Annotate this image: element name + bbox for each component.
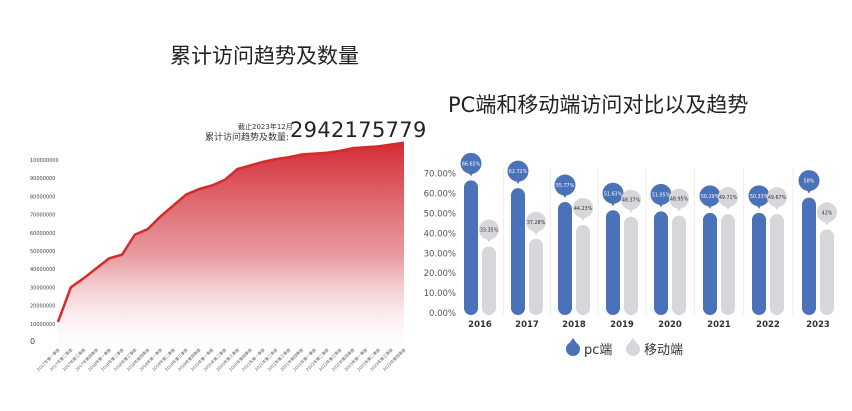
y-tick-label: 90000000 bbox=[30, 176, 55, 182]
y-tick-label: 30000000 bbox=[30, 285, 55, 291]
label-bubble bbox=[554, 174, 576, 196]
label-bubble bbox=[573, 197, 593, 218]
legend-label: pc端 bbox=[584, 343, 612, 358]
bar-mobile bbox=[576, 224, 590, 315]
bar-pc bbox=[606, 210, 620, 315]
y-tick-label: 50000000 bbox=[30, 249, 55, 255]
data-label: 51.05% bbox=[652, 192, 671, 198]
data-label: 37.28% bbox=[527, 220, 546, 226]
data-label: 50.29% bbox=[701, 194, 720, 200]
y-tick-label: 20.00% bbox=[424, 269, 456, 279]
x-tick-label: 2017 bbox=[515, 320, 539, 330]
cumulative-chart-title: 累计访问趋势及数量 bbox=[170, 44, 359, 68]
bar-pc bbox=[464, 180, 478, 315]
label-bubble bbox=[718, 187, 738, 208]
data-label: 48.95% bbox=[670, 197, 689, 203]
data-label: 62.72% bbox=[509, 169, 528, 175]
total-value: 2942175779 bbox=[290, 118, 427, 142]
data-label: 48.37% bbox=[622, 198, 641, 204]
bar-mobile bbox=[672, 215, 686, 315]
data-label: 51.63% bbox=[604, 191, 623, 197]
bar-mobile bbox=[770, 214, 784, 315]
bar-pc bbox=[511, 188, 525, 315]
data-label: 50.33% bbox=[750, 194, 769, 200]
label-bubble bbox=[669, 188, 689, 209]
as-of-date: 截止2023年12月 bbox=[238, 123, 293, 131]
data-label: 49.71% bbox=[719, 195, 738, 201]
legend-label: 移动端 bbox=[644, 343, 683, 358]
y-tick-label: 60000000 bbox=[30, 231, 55, 237]
label-bubble bbox=[817, 202, 837, 223]
y-tick-label: 40000000 bbox=[30, 267, 55, 273]
label-bubble bbox=[767, 187, 787, 208]
y-tick-label: 0 bbox=[30, 337, 35, 346]
x-tick-label: 2020 bbox=[658, 320, 682, 330]
x-tick-label: 2019 bbox=[610, 320, 634, 330]
legend-marker bbox=[566, 342, 580, 356]
bar-pc bbox=[654, 211, 668, 315]
bar-pc bbox=[558, 202, 572, 315]
label-bubble bbox=[526, 211, 546, 232]
y-tick-label: 10000000 bbox=[30, 322, 55, 328]
total-label: 累计访问趋势及数量: bbox=[205, 133, 290, 143]
bar-mobile bbox=[820, 229, 834, 315]
x-tick-label: 2018 bbox=[562, 320, 586, 330]
y-tick-label: 100000000 bbox=[30, 158, 59, 164]
area-fill bbox=[58, 142, 404, 350]
data-label: 49.67% bbox=[768, 195, 787, 201]
bar-mobile bbox=[529, 238, 543, 315]
label-bubble bbox=[650, 183, 672, 205]
y-tick-label: 80000000 bbox=[30, 194, 55, 200]
label-bubble bbox=[748, 185, 770, 207]
data-label: 42% bbox=[822, 210, 833, 216]
y-tick-label: 60.00% bbox=[424, 190, 456, 200]
label-bubble bbox=[507, 160, 529, 182]
y-tick-label: 30.00% bbox=[424, 249, 456, 259]
label-bubble bbox=[602, 182, 624, 204]
y-tick-label: 70.00% bbox=[424, 170, 456, 180]
x-tick-label: 2021 bbox=[707, 320, 731, 330]
bar-mobile bbox=[482, 246, 496, 315]
x-tick-label: 2023 bbox=[806, 320, 830, 330]
y-tick-label: 50.00% bbox=[424, 210, 456, 220]
label-bubble bbox=[621, 189, 641, 210]
x-tick-label: 2022 bbox=[756, 320, 780, 330]
x-tick-label: 2016 bbox=[468, 320, 492, 330]
y-tick-label: 10.00% bbox=[424, 289, 456, 299]
series-line bbox=[56, 141, 405, 323]
bar-mobile bbox=[721, 214, 735, 315]
y-tick-label: 40.00% bbox=[424, 229, 456, 239]
data-label: 44.23% bbox=[574, 206, 593, 212]
label-bubble bbox=[479, 219, 499, 240]
legend-marker bbox=[626, 342, 640, 356]
label-bubble bbox=[798, 170, 820, 192]
data-label: 66.65% bbox=[462, 161, 481, 167]
bar-pc bbox=[802, 197, 816, 315]
bar-mobile bbox=[624, 216, 638, 315]
y-tick-label: 20000000 bbox=[30, 304, 55, 310]
label-bubble bbox=[460, 152, 482, 174]
label-bubble bbox=[699, 185, 721, 207]
y-tick-label: 70000000 bbox=[30, 213, 55, 219]
data-label: 55.77% bbox=[556, 183, 575, 189]
pc-mobile-chart-title: PC端和移动端访问对比以及趋势 bbox=[448, 93, 749, 117]
bar-pc bbox=[703, 212, 717, 315]
bar-pc bbox=[752, 212, 766, 315]
data-label: 58% bbox=[804, 179, 815, 185]
data-label: 33.35% bbox=[480, 228, 499, 234]
y-tick-label: 0.00% bbox=[429, 309, 456, 319]
